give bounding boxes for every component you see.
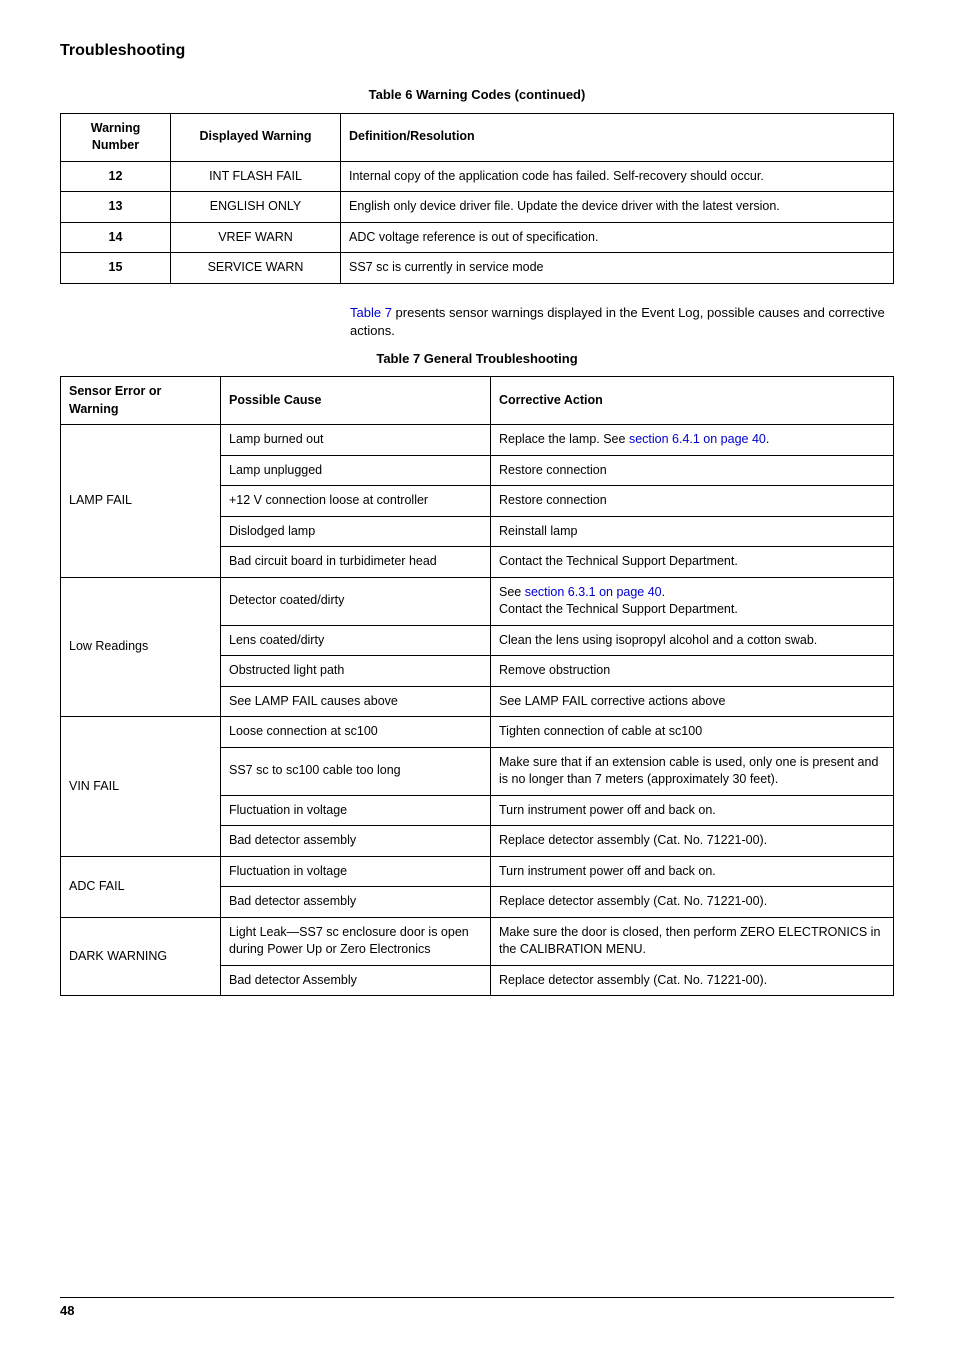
cell-def: ADC voltage reference is out of specific… xyxy=(341,222,894,253)
cell-action: Reinstall lamp xyxy=(491,516,894,547)
cell-cause: Lamp burned out xyxy=(221,425,491,456)
table7-reference-link[interactable]: Table 7 xyxy=(350,305,392,320)
cell-action: Remove obstruction xyxy=(491,656,894,687)
cell-num: 12 xyxy=(61,161,171,192)
table7-caption: Table 7 General Troubleshooting xyxy=(60,350,894,368)
table-row: ADC FAIL Fluctuation in voltage Turn ins… xyxy=(61,856,894,887)
table-row: VIN FAIL Loose connection at sc100 Tight… xyxy=(61,717,894,748)
section-link[interactable]: section 6.4.1 on page 40 xyxy=(629,432,766,446)
cell-action: Replace detector assembly (Cat. No. 7122… xyxy=(491,965,894,996)
cell-cause: Loose connection at sc100 xyxy=(221,717,491,748)
action-prefix: Replace the lamp. See xyxy=(499,432,629,446)
cell-action: Contact the Technical Support Department… xyxy=(491,547,894,578)
cell-action: Make sure the door is closed, then perfo… xyxy=(491,917,894,965)
cell-action: Replace detector assembly (Cat. No. 7122… xyxy=(491,887,894,918)
group-label: ADC FAIL xyxy=(61,856,221,917)
intro-rest: presents sensor warnings displayed in th… xyxy=(350,305,885,338)
group-label: VIN FAIL xyxy=(61,717,221,857)
cell-action: Tighten connection of cable at sc100 xyxy=(491,717,894,748)
page-number: 48 xyxy=(60,1303,74,1318)
table-row: Low Readings Detector coated/dirty See s… xyxy=(61,577,894,625)
section-title: Troubleshooting xyxy=(60,40,894,62)
table-row: 15 SERVICE WARN SS7 sc is currently in s… xyxy=(61,253,894,284)
cell-action: Restore connection xyxy=(491,455,894,486)
cell-cause: Bad detector Assembly xyxy=(221,965,491,996)
cell-warn: ENGLISH ONLY xyxy=(171,192,341,223)
action-suffix: . xyxy=(662,585,665,599)
cell-cause: Bad detector assembly xyxy=(221,887,491,918)
intro-paragraph: Table 7 presents sensor warnings display… xyxy=(350,304,894,340)
cell-action: Turn instrument power off and back on. xyxy=(491,795,894,826)
cell-cause: See LAMP FAIL causes above xyxy=(221,686,491,717)
cell-cause: Obstructed light path xyxy=(221,656,491,687)
action-line2: Contact the Technical Support Department… xyxy=(499,602,738,616)
cell-def: SS7 sc is currently in service mode xyxy=(341,253,894,284)
group-label: LAMP FAIL xyxy=(61,425,221,578)
table7-header-row: Sensor Error or Warning Possible Cause C… xyxy=(61,377,894,425)
cell-cause: SS7 sc to sc100 cable too long xyxy=(221,747,491,795)
cell-cause: Lens coated/dirty xyxy=(221,625,491,656)
table7-header-action: Corrective Action xyxy=(491,377,894,425)
table-row: LAMP FAIL Lamp burned out Replace the la… xyxy=(61,425,894,456)
cell-action: See section 6.3.1 on page 40. Contact th… xyxy=(491,577,894,625)
cell-cause: Detector coated/dirty xyxy=(221,577,491,625)
cell-num: 15 xyxy=(61,253,171,284)
table7: Sensor Error or Warning Possible Cause C… xyxy=(60,376,894,996)
cell-cause: Lamp unplugged xyxy=(221,455,491,486)
cell-warn: INT FLASH FAIL xyxy=(171,161,341,192)
cell-action: Replace detector assembly (Cat. No. 7122… xyxy=(491,826,894,857)
table6-caption: Table 6 Warning Codes (continued) xyxy=(60,86,894,104)
group-label: DARK WARNING xyxy=(61,917,221,996)
cell-cause: Bad detector assembly xyxy=(221,826,491,857)
cell-warn: VREF WARN xyxy=(171,222,341,253)
cell-def: English only device driver file. Update … xyxy=(341,192,894,223)
cell-warn: SERVICE WARN xyxy=(171,253,341,284)
action-suffix: . xyxy=(766,432,769,446)
cell-action: See LAMP FAIL corrective actions above xyxy=(491,686,894,717)
cell-cause: +12 V connection loose at controller xyxy=(221,486,491,517)
cell-num: 13 xyxy=(61,192,171,223)
cell-action: Turn instrument power off and back on. xyxy=(491,856,894,887)
table6-header-row: Warning Number Displayed Warning Definit… xyxy=(61,113,894,161)
table-row: 12 INT FLASH FAIL Internal copy of the a… xyxy=(61,161,894,192)
table6-header-def: Definition/Resolution xyxy=(341,113,894,161)
table7-header-err: Sensor Error or Warning xyxy=(61,377,221,425)
cell-cause: Fluctuation in voltage xyxy=(221,856,491,887)
page-footer: 48 xyxy=(60,1297,894,1320)
group-label: Low Readings xyxy=(61,577,221,717)
cell-num: 14 xyxy=(61,222,171,253)
table-row: DARK WARNING Light Leak—SS7 sc enclosure… xyxy=(61,917,894,965)
cell-cause: Bad circuit board in turbidimeter head xyxy=(221,547,491,578)
cell-cause: Dislodged lamp xyxy=(221,516,491,547)
table7-header-cause: Possible Cause xyxy=(221,377,491,425)
section-link[interactable]: section 6.3.1 on page 40 xyxy=(525,585,662,599)
table-row: 14 VREF WARN ADC voltage reference is ou… xyxy=(61,222,894,253)
table-row: 13 ENGLISH ONLY English only device driv… xyxy=(61,192,894,223)
action-prefix: See xyxy=(499,585,525,599)
cell-action: Clean the lens using isopropyl alcohol a… xyxy=(491,625,894,656)
cell-action: Restore connection xyxy=(491,486,894,517)
cell-action: Replace the lamp. See section 6.4.1 on p… xyxy=(491,425,894,456)
cell-action: Make sure that if an extension cable is … xyxy=(491,747,894,795)
cell-cause: Fluctuation in voltage xyxy=(221,795,491,826)
cell-cause: Light Leak—SS7 sc enclosure door is open… xyxy=(221,917,491,965)
table6: Warning Number Displayed Warning Definit… xyxy=(60,113,894,284)
cell-def: Internal copy of the application code ha… xyxy=(341,161,894,192)
table6-header-warn: Displayed Warning xyxy=(171,113,341,161)
table6-header-num: Warning Number xyxy=(61,113,171,161)
